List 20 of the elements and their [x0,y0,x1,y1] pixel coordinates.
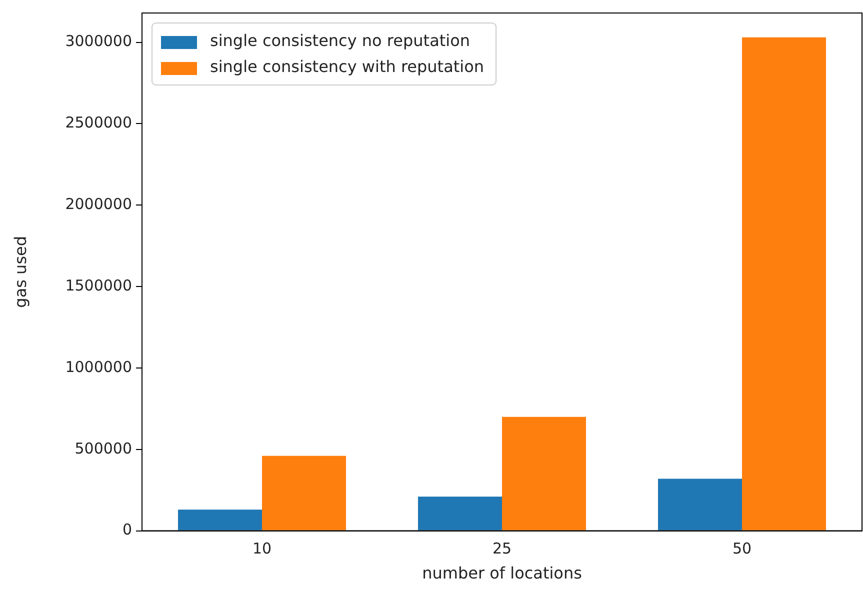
y-tick-label: 2000000 [65,195,132,214]
bar [658,478,742,530]
bar [502,416,586,530]
x-tick-label: 10 [252,540,272,558]
y-axis-title: gas used [10,236,30,308]
y-tick-label: 0 [122,520,132,539]
legend-label: single consistency with reputation [210,57,484,76]
x-axis-title: number of locations [422,564,582,583]
y-tick-label: 1500000 [65,276,132,294]
bar [178,510,262,530]
x-tick-label: 50 [732,540,752,558]
y-tick-label: 2500000 [65,114,132,132]
bar [262,456,346,530]
bar [742,37,826,530]
bar [418,496,502,530]
y-tick-label: 3000000 [65,32,132,50]
y-tick-label: 1000000 [65,358,132,376]
legend-label: single consistency no reputation [210,31,470,50]
y-tick-label: 500000 [74,439,132,458]
x-tick-label: 25 [492,540,512,558]
